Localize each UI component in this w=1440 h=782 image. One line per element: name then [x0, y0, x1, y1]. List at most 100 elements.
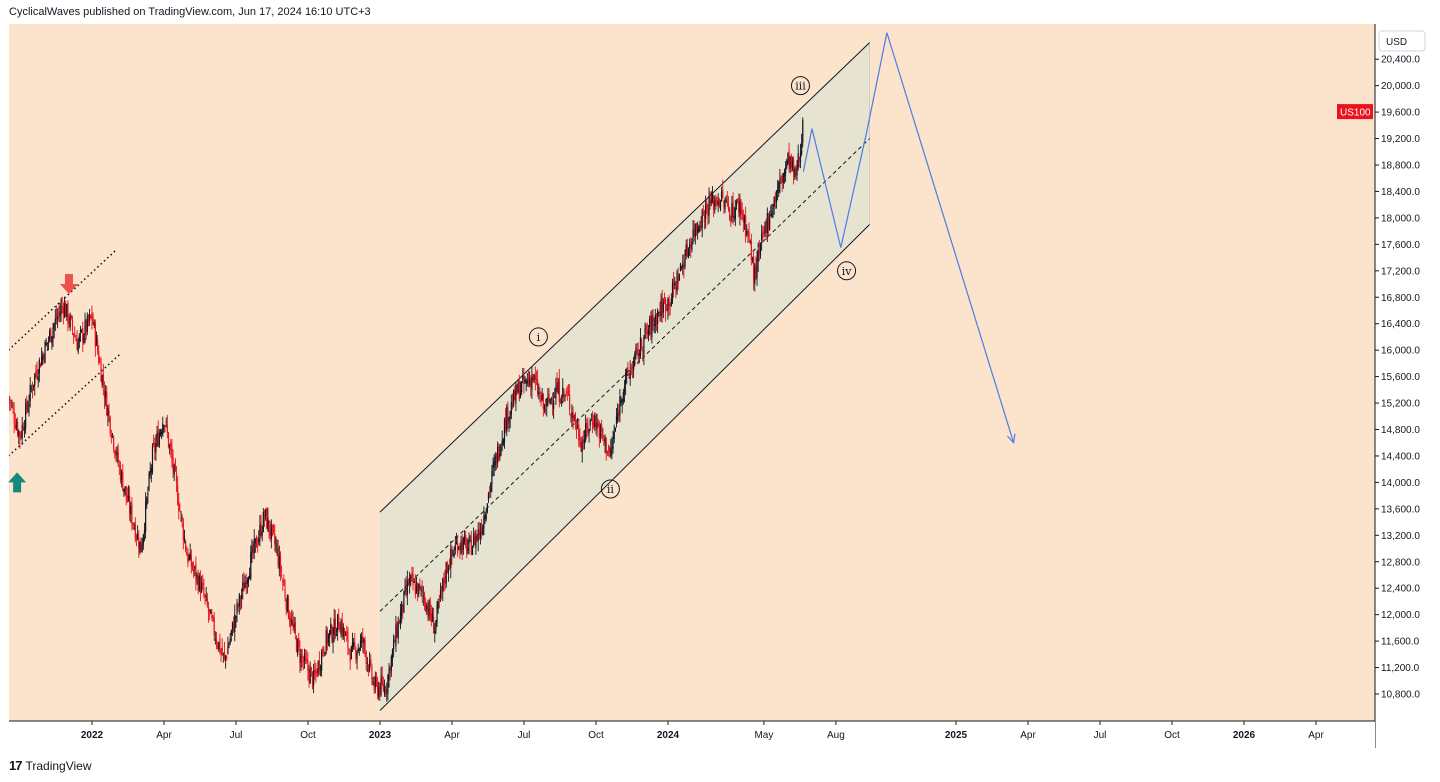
candle-body	[369, 660, 371, 671]
candle-body	[427, 608, 429, 615]
candle-body	[145, 501, 147, 532]
price-axis[interactable]: 10,800.0 11,200.0 11,600.0 12,000.0 12,400.0…	[1375, 55, 1420, 701]
candle-body	[631, 370, 634, 373]
candle-body	[603, 439, 605, 441]
candle-body	[474, 532, 476, 546]
candle-body	[694, 224, 696, 237]
candle-body	[756, 258, 758, 279]
candle-body	[316, 671, 318, 677]
candle-body	[196, 574, 198, 577]
candle-body	[141, 544, 143, 552]
candle-body	[740, 200, 742, 212]
candle-body	[210, 610, 212, 614]
candle-body	[365, 651, 367, 664]
candle-body	[761, 234, 763, 241]
candle-body	[454, 544, 456, 551]
candle-body	[471, 546, 474, 555]
candle-body	[585, 423, 587, 441]
candle-body	[495, 453, 498, 465]
candle-body	[765, 220, 767, 234]
candle-body	[33, 384, 35, 387]
candle-body	[511, 403, 514, 409]
candle-body	[706, 202, 708, 209]
candle-body	[450, 548, 452, 568]
candle-body	[175, 473, 178, 483]
candle-body	[340, 623, 342, 635]
candle-body	[783, 171, 786, 177]
candle-body	[29, 384, 31, 401]
candle-body	[300, 653, 302, 668]
candle-body	[754, 266, 756, 284]
candle-body	[301, 656, 303, 658]
candle-body	[734, 207, 736, 220]
candle-body	[361, 635, 363, 644]
candle-body	[334, 618, 336, 638]
candle-body	[407, 582, 410, 586]
candle-body	[205, 595, 207, 598]
candle-body	[642, 350, 644, 353]
candle-body	[674, 282, 676, 285]
candle-body	[45, 342, 47, 346]
candle-body	[657, 309, 659, 324]
x-tick-label: 2024	[657, 730, 680, 741]
currency-button[interactable]: USD	[1378, 30, 1426, 52]
candle-body	[230, 630, 232, 635]
footer-brand[interactable]: 17 TradingView	[9, 758, 92, 773]
candle-body	[645, 325, 647, 332]
candle-body	[646, 331, 648, 334]
candle-body	[142, 534, 144, 545]
candle-body	[69, 316, 71, 327]
candle-body	[530, 378, 532, 388]
candle-body	[731, 203, 733, 218]
candle-body	[590, 420, 592, 422]
candle-body	[135, 536, 138, 539]
candle-body	[393, 639, 395, 649]
candle-body	[17, 421, 19, 435]
candle-body	[82, 327, 84, 342]
candle-body	[442, 578, 444, 592]
candle-body	[533, 375, 535, 381]
channel-fill	[380, 42, 870, 711]
candle-body	[259, 524, 261, 537]
candle-body	[762, 231, 764, 236]
candle-body	[785, 167, 787, 175]
x-tick-label: 2025	[945, 730, 968, 741]
candle-body	[434, 630, 436, 634]
candle-body	[780, 177, 782, 180]
candle-body	[775, 193, 778, 203]
candle-body	[302, 661, 304, 663]
time-axis[interactable]: 2022 Apr Jul Oct 2023 Apr Jul Oct 2024 May Aug 2025…	[81, 721, 1325, 741]
candle-body	[429, 600, 431, 616]
y-tick-label: 14,800.0	[1381, 425, 1420, 436]
candle-body	[122, 471, 124, 491]
candle-body	[55, 314, 58, 321]
candle-body	[691, 241, 693, 250]
candle-body	[521, 381, 523, 392]
candle-body	[260, 522, 262, 537]
candle-body	[535, 378, 538, 380]
candle-body	[239, 598, 242, 602]
candle-body	[615, 416, 618, 425]
candle-body	[90, 315, 92, 318]
candle-body	[707, 208, 709, 216]
candle-body	[212, 616, 214, 619]
candle-body	[713, 195, 715, 211]
candle-body	[92, 316, 94, 325]
candle-body	[279, 555, 282, 573]
candle-body	[173, 464, 175, 475]
candle-body	[647, 330, 650, 335]
candle-body	[782, 173, 784, 183]
candle-body	[476, 537, 478, 539]
candle-body	[342, 626, 344, 637]
candle-body	[326, 630, 328, 644]
candle-body	[292, 622, 294, 626]
candle-body	[265, 509, 267, 516]
brand-name: TradingView	[25, 758, 92, 773]
candle-body	[249, 574, 251, 580]
candle-body	[562, 387, 564, 398]
candle-body	[261, 531, 263, 536]
candle-body	[191, 563, 194, 570]
candle-body	[313, 670, 315, 686]
candle-body	[374, 676, 376, 688]
